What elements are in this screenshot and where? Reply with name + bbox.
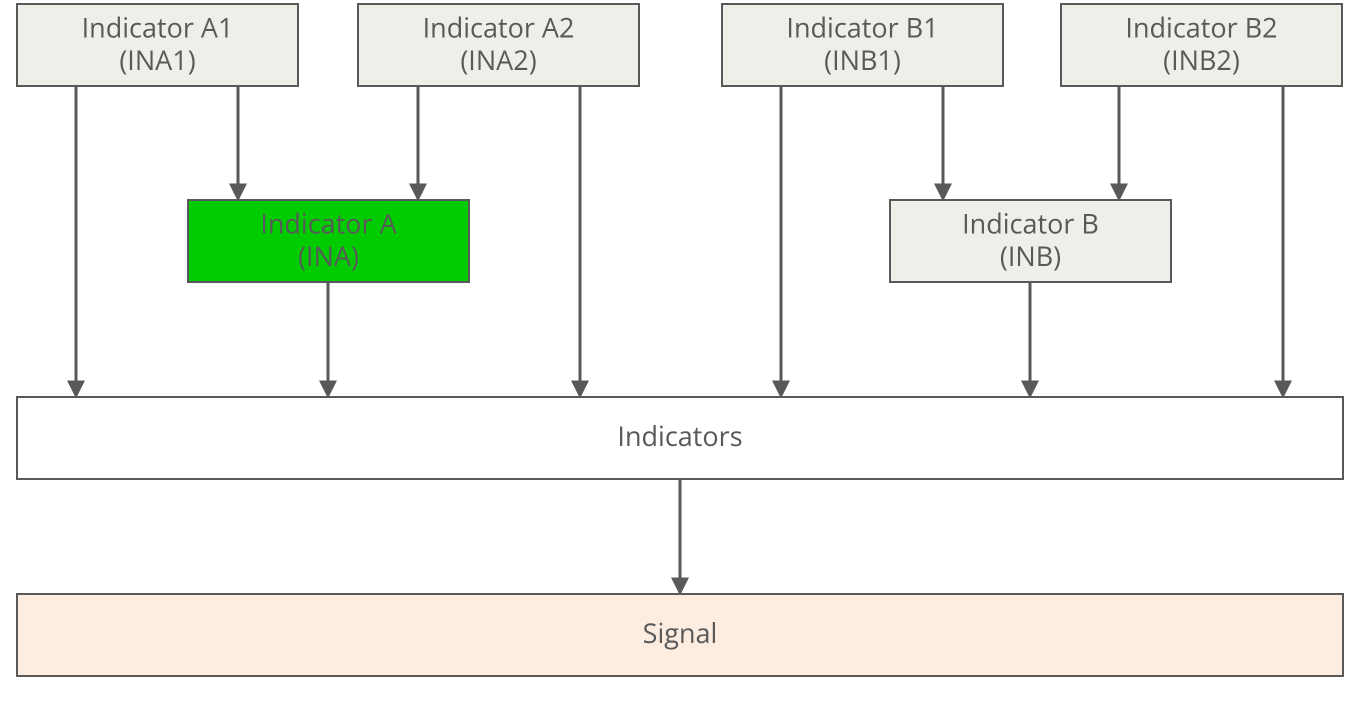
node-ina: Indicator A(INA) — [188, 200, 469, 282]
node-inb-label-line2: (INB) — [1000, 237, 1061, 274]
node-indicators-label: Indicators — [617, 417, 742, 454]
node-ina-label-line2: (INA) — [298, 237, 359, 274]
node-inb: Indicator B(INB) — [890, 200, 1171, 282]
node-ina1: Indicator A1(INA1) — [17, 4, 298, 86]
node-inb1: Indicator B1(INB1) — [722, 4, 1003, 86]
edges-layer — [76, 86, 1283, 591]
node-indicators: Indicators — [17, 397, 1343, 479]
node-ina2: Indicator A2(INA2) — [358, 4, 639, 86]
node-signal-label: Signal — [643, 614, 718, 651]
node-inb1-label-line2: (INB1) — [824, 41, 901, 78]
node-inb2-label-line2: (INB2) — [1163, 41, 1240, 78]
node-ina1-label-line2: (INA1) — [119, 41, 195, 78]
flowchart-canvas: Indicator A1(INA1) Indicator A2(INA2) Indi… — [0, 0, 1363, 724]
node-inb2: Indicator B2(INB2) — [1061, 4, 1342, 86]
node-signal: Signal — [17, 594, 1343, 676]
node-ina2-label-line2: (INA2) — [460, 41, 536, 78]
